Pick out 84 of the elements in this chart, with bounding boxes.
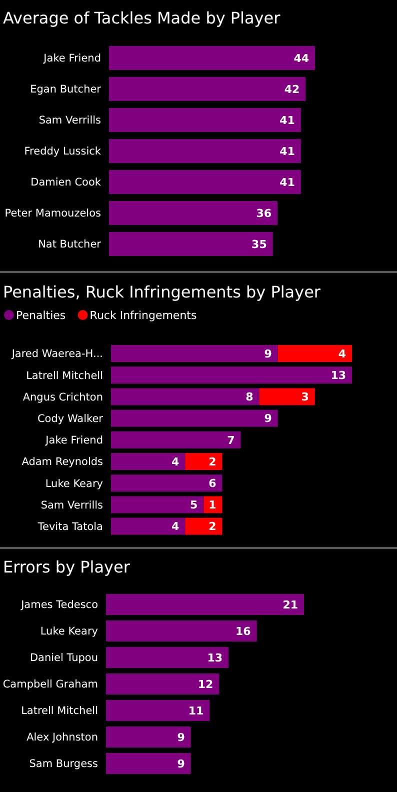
bar (109, 139, 301, 163)
bar (111, 410, 278, 427)
data-label: 12 (198, 678, 214, 691)
y-tick-label: Campbell Graham (2, 678, 98, 691)
bar (111, 518, 186, 535)
data-label: 9 (177, 730, 185, 744)
data-label: 16 (236, 624, 252, 638)
bar (111, 366, 352, 384)
bar (109, 201, 278, 225)
bar (106, 726, 191, 748)
bar (106, 647, 229, 668)
bar (185, 453, 222, 470)
bar (111, 345, 278, 362)
y-tick-label: Alex Johnston (26, 732, 98, 744)
data-label: 8 (246, 390, 254, 404)
bar (106, 674, 220, 694)
bar (111, 496, 204, 514)
bar (109, 46, 315, 70)
data-label: 2 (208, 520, 216, 534)
y-tick-label: Jake Friend (42, 52, 101, 65)
data-label: 41 (280, 114, 295, 127)
y-tick-label: Daniel Tupou (30, 652, 98, 664)
chart-title: Errors by Player (3, 558, 130, 577)
y-tick-label: Peter Mamouzelos (4, 208, 101, 220)
bar (111, 453, 186, 470)
y-tick-label: Angus Crichton (22, 391, 103, 404)
y-tick-label: Luke Keary (45, 478, 103, 490)
data-label: 21 (282, 598, 298, 612)
data-label: 1 (208, 498, 216, 512)
data-label: 7 (227, 434, 235, 447)
y-tick-label: Latrell Mitchell (21, 705, 98, 718)
data-label: 4 (172, 455, 180, 468)
data-label: 2 (208, 455, 216, 468)
data-label: 4 (172, 520, 180, 534)
data-label: 4 (338, 347, 346, 360)
bar (185, 518, 222, 535)
bar (109, 170, 301, 194)
y-tick-label: Egan Butcher (30, 84, 102, 96)
bar (109, 108, 301, 132)
legend-label: Penalties (16, 308, 66, 322)
y-tick-label: Sam Burgess (29, 758, 98, 770)
bar (106, 620, 257, 642)
data-label: 35 (252, 238, 267, 251)
y-tick-label: Jared Waerea-H... (10, 348, 103, 360)
bar (106, 753, 191, 774)
data-label: 42 (284, 82, 300, 96)
data-label: 13 (330, 368, 346, 382)
chart-title: Penalties, Ruck Infringements by Player (3, 282, 321, 302)
bar (278, 345, 352, 362)
bar (259, 388, 315, 406)
chart-title: Average of Tackles Made by Player (3, 8, 281, 28)
y-tick-label: Nat Butcher (38, 238, 102, 251)
y-tick-label: Latrell Mitchell (26, 370, 103, 382)
data-label: 9 (264, 347, 272, 360)
y-tick-label: Damien Cook (30, 176, 102, 189)
data-label: 11 (188, 704, 204, 718)
y-tick-label: Jake Friend (44, 434, 103, 447)
bar (109, 232, 273, 256)
data-label: 41 (280, 176, 295, 189)
data-label: 6 (208, 476, 217, 490)
data-label: 3 (301, 390, 309, 404)
y-tick-label: Tevita Tatola (36, 520, 103, 533)
y-tick-label: Adam Reynolds (22, 456, 103, 468)
data-label: 36 (256, 206, 272, 220)
bar (111, 431, 241, 448)
bar (111, 388, 260, 406)
y-tick-label: Luke Keary (40, 626, 98, 638)
y-tick-label: James Tedesco (20, 599, 98, 612)
data-label: 41 (280, 144, 295, 158)
data-label: 9 (264, 412, 272, 426)
legend-label: Ruck Infringements (90, 308, 197, 322)
bar (204, 496, 222, 514)
bar (106, 594, 304, 615)
data-label: 5 (190, 498, 198, 512)
bar (106, 700, 210, 721)
data-label: 44 (294, 52, 310, 65)
y-tick-label: Freddy Lussick (24, 146, 102, 158)
bar (111, 474, 222, 492)
y-tick-label: Sam Verrills (38, 114, 101, 127)
data-label: 9 (177, 757, 185, 770)
y-tick-label: Sam Verrills (40, 499, 103, 512)
y-tick-label: Cody Walker (37, 412, 104, 425)
data-label: 13 (207, 651, 223, 664)
bar (109, 77, 306, 101)
